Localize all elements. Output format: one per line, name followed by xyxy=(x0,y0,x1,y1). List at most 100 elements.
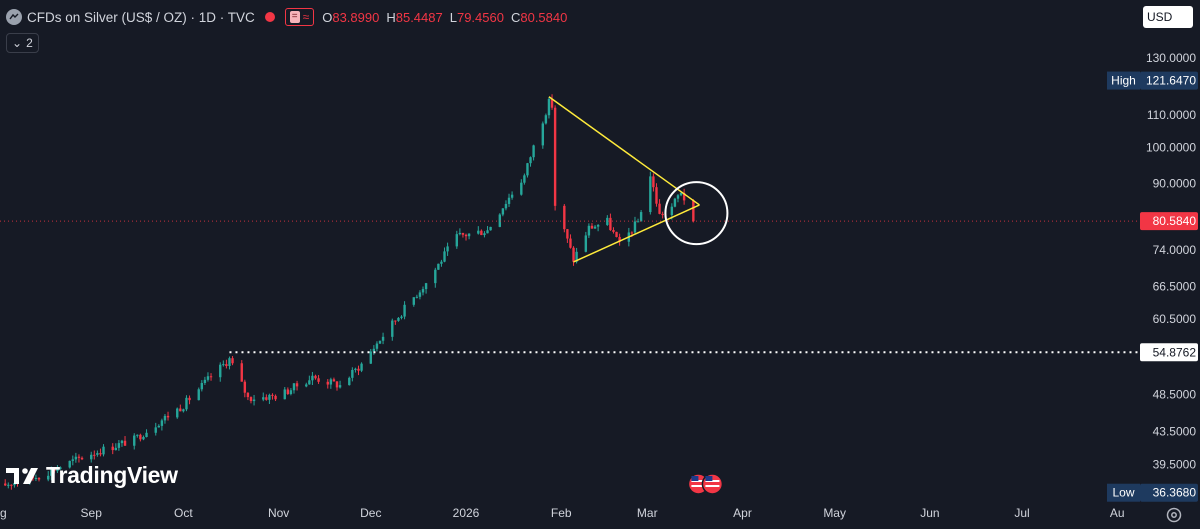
candle-body xyxy=(633,221,637,233)
candle-body xyxy=(10,484,13,486)
candle-body xyxy=(440,261,443,264)
candle-body xyxy=(523,175,526,183)
tradingview-logo-text: TradingView xyxy=(46,462,178,488)
candle-body xyxy=(501,208,505,215)
y-tick-label: 66.5000 xyxy=(1153,280,1197,294)
candle-body xyxy=(655,187,658,204)
candle-body xyxy=(446,246,449,252)
indicator-pill[interactable]: = ≈ xyxy=(284,8,315,26)
candle-body xyxy=(114,447,118,451)
candle-body xyxy=(16,483,19,485)
flag-stripe xyxy=(691,485,706,487)
candle-body xyxy=(391,320,394,337)
candle-body xyxy=(477,230,480,234)
ohlc-values: O83.8990 H85.4487 L79.4560 C80.5840 xyxy=(322,9,568,25)
candle-body xyxy=(609,217,612,231)
candle-body xyxy=(394,320,397,322)
candle-body xyxy=(369,351,372,364)
candle-body xyxy=(480,230,483,236)
candle-body xyxy=(575,251,578,262)
candle-body xyxy=(639,212,643,222)
market-status-icon[interactable] xyxy=(264,12,275,22)
candle-body xyxy=(590,225,594,229)
candle-body xyxy=(136,434,139,436)
candle-body xyxy=(424,283,428,290)
candle-body xyxy=(553,107,557,206)
chevron-down-icon: ⌄ xyxy=(12,36,23,50)
candle-body xyxy=(458,232,462,235)
candle-body xyxy=(443,251,446,262)
candle-body xyxy=(47,475,50,480)
candle-body xyxy=(566,229,569,239)
price-badge-0: High 121.6470 xyxy=(1107,71,1198,90)
candle-body xyxy=(145,432,148,437)
candle-body xyxy=(467,233,471,237)
candle-body xyxy=(520,182,523,195)
y-tick-label: 48.5000 xyxy=(1153,387,1197,401)
candle-body xyxy=(596,224,600,227)
settings-gear-icon[interactable] xyxy=(1163,504,1185,526)
candle-body xyxy=(335,381,339,388)
candle-body xyxy=(77,456,81,458)
triangle-upper-trendline[interactable] xyxy=(548,96,700,206)
candle-body xyxy=(615,231,618,237)
tradingview-logo: TradingView xyxy=(6,462,178,489)
candle-body xyxy=(679,192,683,196)
candle-body xyxy=(329,379,333,385)
y-tick-label: 60.5000 xyxy=(1153,312,1197,326)
symbol-legend[interactable]: CFDs on Silver (US$ / OZ) · 1D · TVC = ≈… xyxy=(6,6,567,28)
candle-body xyxy=(483,233,486,236)
candle-body xyxy=(403,304,406,317)
candle-body xyxy=(338,385,342,388)
price-badge-1: 80.5840 xyxy=(1140,212,1198,231)
time-axis: Aug Sep Oct Nov Dec 2026 Feb Mar Apr May Jun Jul Au xyxy=(0,506,1125,520)
candle-body xyxy=(541,123,545,146)
price-badge-value: 80.5840 xyxy=(1153,214,1197,228)
candle-body xyxy=(547,98,551,116)
candle-body xyxy=(209,376,213,378)
symbol-title[interactable]: CFDs on Silver (US$ / OZ) · 1D · TVC xyxy=(27,9,255,25)
candle-body xyxy=(593,226,597,229)
price-badge-value: 36.3680 xyxy=(1153,486,1197,500)
y-tick-label: 100.0000 xyxy=(1146,140,1196,154)
candle-body xyxy=(240,363,243,382)
candle-body xyxy=(243,381,247,393)
price-badge-label-box xyxy=(1107,483,1140,502)
collapse-indicators-button[interactable]: ⌄ 2 xyxy=(6,33,39,53)
candle-body xyxy=(464,234,468,237)
x-tick-label: Oct xyxy=(174,506,193,520)
x-tick-label: Apr xyxy=(733,506,752,520)
candle-body xyxy=(532,145,535,158)
candle-body xyxy=(676,195,680,199)
drawings-layer xyxy=(0,96,1139,495)
price-badge-box xyxy=(1140,212,1198,231)
candle-body xyxy=(80,457,84,460)
x-tick-label: Au xyxy=(1110,506,1125,520)
highlight-circle[interactable] xyxy=(664,181,729,246)
candle-body xyxy=(56,468,59,472)
candle-body xyxy=(652,176,655,188)
candle-body xyxy=(252,399,256,402)
candle-body xyxy=(400,316,403,318)
candle-body xyxy=(612,230,615,232)
candle-body xyxy=(53,469,56,472)
y-tick-label: 110.0000 xyxy=(1147,108,1196,122)
price-badge-value: 121.6470 xyxy=(1146,74,1196,88)
candle-body xyxy=(249,397,253,402)
candle-body xyxy=(606,217,609,225)
candle-body xyxy=(437,263,440,270)
x-tick-label: Nov xyxy=(268,506,289,520)
candle-body xyxy=(34,477,38,479)
candle-body xyxy=(563,205,566,230)
triangle-lower-trendline[interactable] xyxy=(573,204,700,263)
candle-body xyxy=(317,378,320,382)
candle-body xyxy=(489,226,492,231)
candle-body xyxy=(421,289,425,293)
currency-button[interactable]: USD xyxy=(1143,6,1193,28)
candle-body xyxy=(649,176,652,213)
candle-body xyxy=(682,192,686,201)
x-tick-label: Aug xyxy=(0,506,7,520)
candle-body xyxy=(314,375,317,379)
candle-body xyxy=(157,425,161,428)
